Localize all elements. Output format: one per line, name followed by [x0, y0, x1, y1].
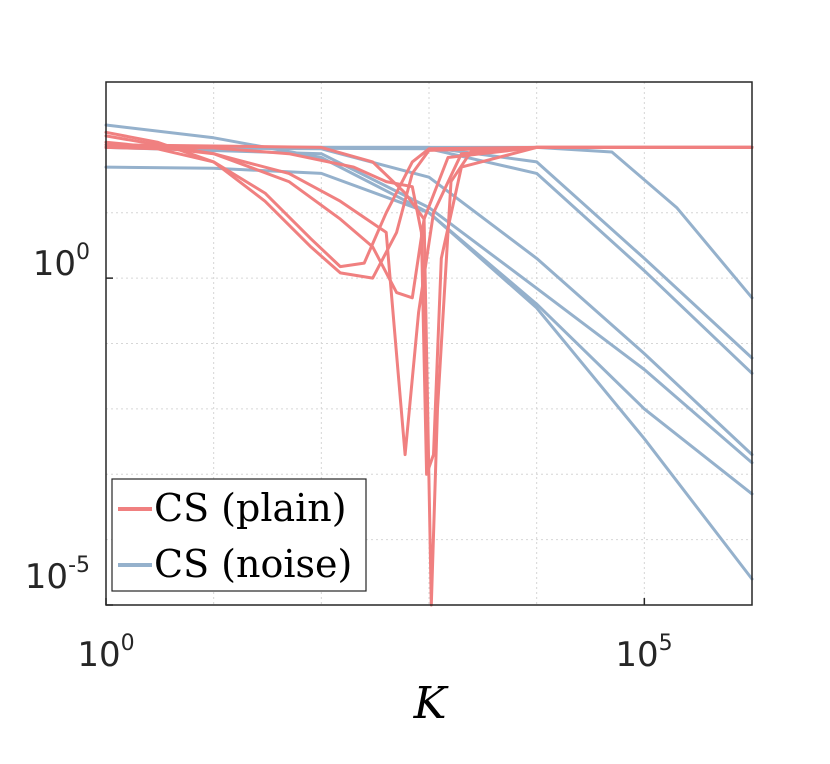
- series-line-noise: [104, 165, 754, 496]
- legend-box: [111, 478, 367, 592]
- x-axis-label: K: [413, 678, 449, 729]
- legend-label-plain: CS (plain): [154, 486, 347, 530]
- x-tick-label: 105: [615, 631, 672, 675]
- series-line-plain: [104, 140, 754, 457]
- legend-label-noise: CS (noise): [154, 542, 352, 586]
- series-line-noise: [104, 145, 754, 457]
- series-line-plain: [104, 143, 754, 607]
- series-line-plain: [104, 130, 754, 280]
- y-tick-label: 100: [33, 240, 90, 284]
- x-tick-label: 100: [77, 631, 134, 675]
- legend: CS (plain) CS (noise): [111, 478, 367, 592]
- series-layer: [104, 123, 754, 607]
- plot-frame: [105, 81, 753, 606]
- ticks: [105, 277, 646, 606]
- y-tick-label: 10-5: [25, 553, 90, 597]
